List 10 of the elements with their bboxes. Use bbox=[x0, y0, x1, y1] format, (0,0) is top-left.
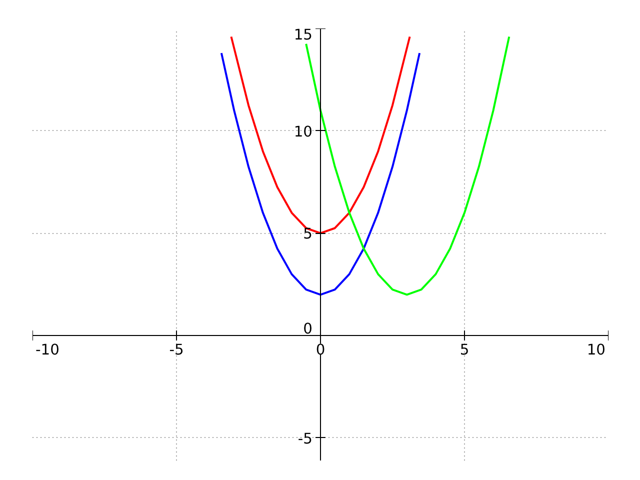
x-tick-label: 5 bbox=[460, 342, 470, 359]
x-tick-label: 10 bbox=[586, 342, 606, 359]
y-tick-label: 5 bbox=[303, 226, 313, 243]
y-tick-label: 15 bbox=[294, 26, 313, 44]
x-tick-label: 0 bbox=[316, 342, 326, 359]
y-tick-label: -5 bbox=[298, 430, 313, 448]
x-tick-label: -5 bbox=[169, 342, 184, 359]
x-tick-label: -10 bbox=[36, 342, 60, 359]
y-tick-label: 0 bbox=[303, 320, 313, 338]
y-tick-label: 10 bbox=[294, 123, 313, 140]
